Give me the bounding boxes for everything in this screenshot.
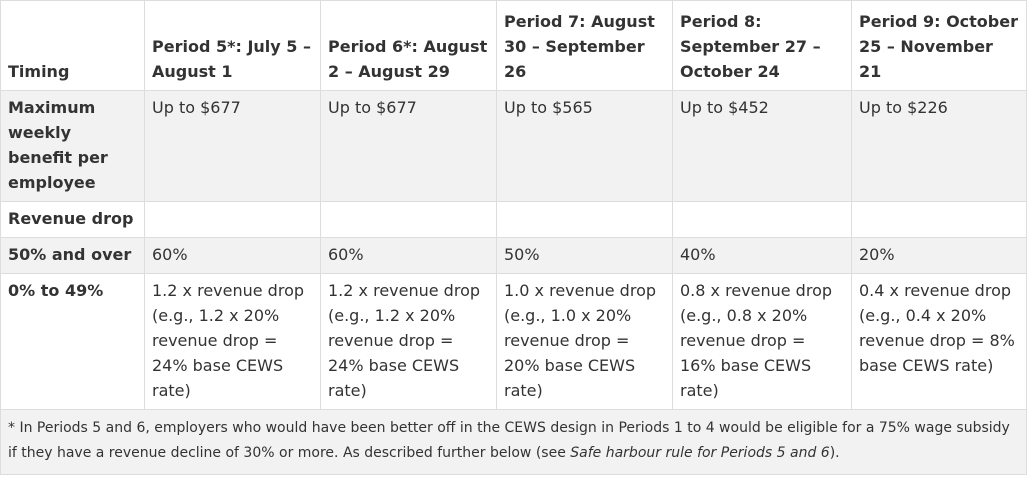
header-period-8: Period 8: September 27 – October 24 [672, 0, 852, 91]
max-benefit-period-9: Up to $226 [851, 90, 1027, 202]
revenue-drop-empty-cell [496, 201, 673, 238]
fifty-over-period-9: 20% [851, 237, 1027, 274]
row-label-max-benefit: Maximum weekly benefit per employee [0, 90, 145, 202]
footnote: * In Periods 5 and 6, employers who woul… [0, 409, 1027, 475]
row-revenue-drop: Revenue drop [0, 201, 1027, 238]
zero-49-period-9: 0.4 x revenue drop (e.g., 0.4 x 20% reve… [851, 273, 1027, 410]
footnote-row: * In Periods 5 and 6, employers who woul… [0, 409, 1027, 475]
fifty-over-period-8: 40% [672, 237, 852, 274]
row-label-revenue-drop: Revenue drop [0, 201, 145, 238]
row-zero-to-49: 0% to 49% 1.2 x revenue drop (e.g., 1.2 … [0, 273, 1027, 410]
max-benefit-period-7: Up to $565 [496, 90, 673, 202]
fifty-over-period-6: 60% [320, 237, 497, 274]
header-period-5: Period 5*: July 5 – August 1 [144, 0, 321, 91]
header-period-7: Period 7: August 30 – September 26 [496, 0, 673, 91]
footnote-text: * In Periods 5 and 6, employers who woul… [8, 420, 1010, 461]
row-max-benefit: Maximum weekly benefit per employee Up t… [0, 90, 1027, 202]
row-label-fifty-and-over: 50% and over [0, 237, 145, 274]
zero-49-period-8: 0.8 x revenue drop (e.g., 0.8 x 20% reve… [672, 273, 852, 410]
row-label-zero-to-49: 0% to 49% [0, 273, 145, 410]
revenue-drop-empty-cell [144, 201, 321, 238]
max-benefit-period-6: Up to $677 [320, 90, 497, 202]
header-period-6: Period 6*: August 2 – August 29 [320, 0, 497, 91]
fifty-over-period-5: 60% [144, 237, 321, 274]
cews-rate-table: Timing Period 5*: July 5 – August 1 Peri… [0, 0, 1027, 475]
header-row: Timing Period 5*: July 5 – August 1 Peri… [0, 0, 1027, 91]
zero-49-period-7: 1.0 x revenue drop (e.g., 1.0 x 20% reve… [496, 273, 673, 410]
footnote-emphasis: Safe harbour rule for Periods 5 and 6 [570, 445, 830, 461]
row-fifty-and-over: 50% and over 60% 60% 50% 40% 20% [0, 237, 1027, 274]
header-timing: Timing [0, 0, 145, 91]
zero-49-period-6: 1.2 x revenue drop (e.g., 1.2 x 20% reve… [320, 273, 497, 410]
revenue-drop-empty-cell [320, 201, 497, 238]
fifty-over-period-7: 50% [496, 237, 673, 274]
revenue-drop-empty-cell [851, 201, 1027, 238]
max-benefit-period-8: Up to $452 [672, 90, 852, 202]
header-period-9: Period 9: October 25 – November 21 [851, 0, 1027, 91]
zero-49-period-5: 1.2 x revenue drop (e.g., 1.2 x 20% reve… [144, 273, 321, 410]
max-benefit-period-5: Up to $677 [144, 90, 321, 202]
revenue-drop-empty-cell [672, 201, 852, 238]
footnote-end: ). [829, 445, 840, 461]
